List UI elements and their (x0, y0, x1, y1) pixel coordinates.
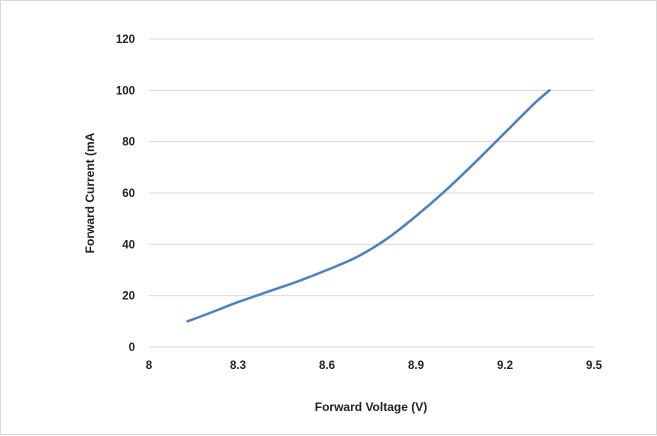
x-tick-label: 8 (146, 360, 153, 372)
y-tick-labels: 0 20 40 60 80 100 120 (116, 34, 135, 354)
y-tick-label: 40 (122, 239, 135, 251)
y-tick-label: 100 (116, 85, 135, 97)
x-tick-label: 8.6 (319, 360, 335, 372)
series-group (188, 90, 550, 321)
x-tick-label: 8.3 (230, 360, 246, 372)
gridlines (149, 39, 594, 347)
y-tick-label: 120 (116, 34, 135, 46)
x-axis-title: Forward Voltage (V) (315, 400, 427, 414)
y-tick-label: 80 (122, 137, 135, 149)
x-tick-label: 9.5 (586, 360, 603, 372)
y-tick-label: 20 (122, 291, 135, 303)
y-axis-title: Forward Current (mA (83, 132, 97, 253)
x-tick-labels: 8 8.3 8.6 8.9 9.2 9.5 (146, 360, 603, 372)
y-tick-label: 60 (122, 188, 135, 200)
x-tick-label: 8.9 (408, 360, 424, 372)
y-tick-label: 0 (129, 342, 135, 354)
series-line-0 (188, 90, 550, 321)
x-tick-label: 9.2 (497, 360, 513, 372)
